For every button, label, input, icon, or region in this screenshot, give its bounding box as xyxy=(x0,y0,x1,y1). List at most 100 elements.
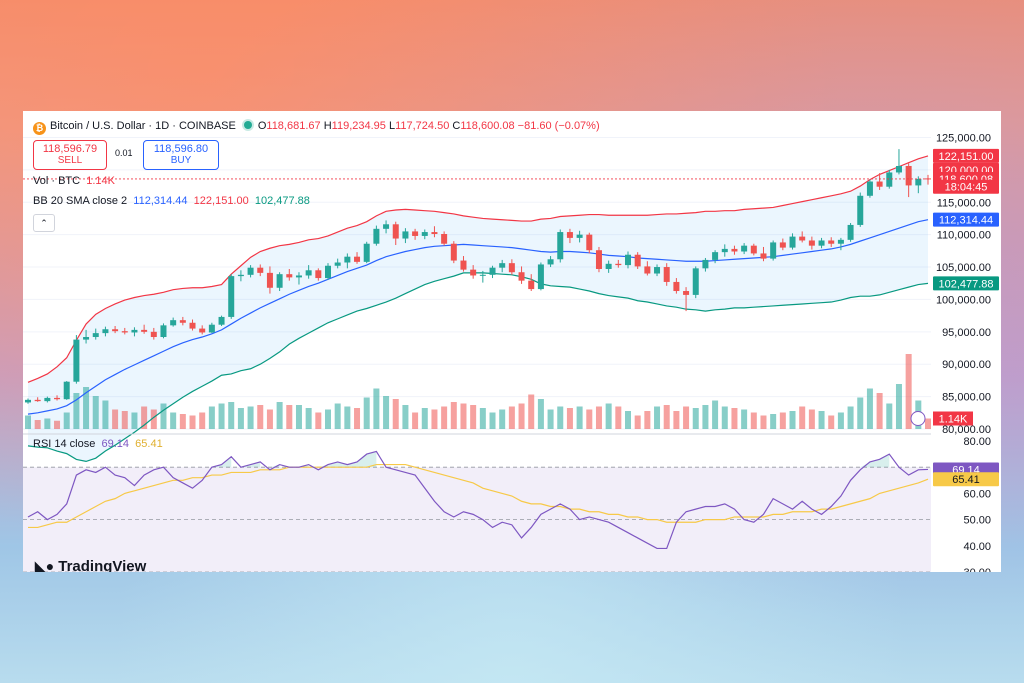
candle-body xyxy=(354,256,361,262)
candle-body xyxy=(702,259,709,269)
trading-chart[interactable]: 125,000.00120,000.00115,000.00110,000.00… xyxy=(23,111,1001,572)
candle-body xyxy=(170,320,177,326)
candle-body xyxy=(295,275,302,278)
candle-body xyxy=(276,274,283,288)
candle-body xyxy=(876,181,883,187)
candle-body xyxy=(837,239,844,244)
candle-body xyxy=(692,268,699,295)
candle-body xyxy=(373,228,380,244)
symbol-title[interactable]: Bitcoin / U.S. Dollar · 1D · COINBASE xyxy=(50,120,236,132)
candle-body xyxy=(712,252,719,260)
volume-bar xyxy=(325,409,331,429)
price-tick-label: 80,000.00 xyxy=(942,424,991,436)
change-value: −81.60 (−0.07%) xyxy=(517,120,600,132)
rsi-tick-label: 50.00 xyxy=(963,515,991,527)
volume-bar xyxy=(315,412,322,429)
price-tick-label: 115,000.00 xyxy=(937,197,991,209)
volume-bar xyxy=(886,403,893,429)
volume-bar xyxy=(470,405,477,429)
price-tick-label: 85,000.00 xyxy=(942,392,991,404)
rsi-tick-label: 40.00 xyxy=(963,541,991,553)
price-tick-label: 125,000.00 xyxy=(936,132,991,144)
volume-bar xyxy=(54,420,61,429)
bb-upper-tag-bg xyxy=(933,148,999,163)
candle-body xyxy=(392,224,399,239)
open-label: O xyxy=(257,120,267,132)
sell-button[interactable]: 118,596.79 SELL xyxy=(33,140,107,170)
candle-body xyxy=(683,291,690,295)
candle-body xyxy=(634,254,641,267)
candle-body xyxy=(595,250,602,269)
volume-bar xyxy=(905,354,912,429)
volume-bar xyxy=(828,415,835,429)
chevron-up-icon[interactable]: ⌃ xyxy=(33,214,55,232)
candle-body xyxy=(199,328,206,333)
buy-button[interactable]: 118,596.80 BUY xyxy=(143,140,219,170)
rsi-overbought-fill xyxy=(337,461,348,468)
candle-body xyxy=(73,339,80,382)
volume-bar xyxy=(750,412,757,429)
volume-bar xyxy=(305,408,312,429)
volume-bar xyxy=(237,408,244,429)
close-value: 118,600.08 xyxy=(460,120,515,132)
candle-body xyxy=(760,253,767,259)
volume-bar xyxy=(83,387,90,429)
volume-bar xyxy=(595,406,602,429)
rsi-ma-tag: 65.41 xyxy=(952,474,980,486)
candle-body xyxy=(92,333,99,338)
price-tick-label: 105,000.00 xyxy=(936,262,991,274)
candle-body xyxy=(257,267,264,273)
volume-bar xyxy=(460,403,467,429)
volume-bar xyxy=(392,399,399,429)
rsi-value: 69.14 xyxy=(101,438,130,450)
candle-body xyxy=(344,256,351,263)
sell-label: SELL xyxy=(57,155,83,166)
chart-panel[interactable]: 125,000.00120,000.00115,000.00110,000.00… xyxy=(23,111,1001,572)
volume-bar xyxy=(170,412,177,429)
candle-body xyxy=(654,267,661,274)
volume-bar xyxy=(218,403,225,429)
candle-body xyxy=(266,272,273,288)
rsi-tick-label: 80.00 xyxy=(963,436,991,448)
candle-body xyxy=(915,178,922,186)
bb-legend[interactable]: BB 20 SMA close 2 112,314.44 122,151.00 … xyxy=(33,195,310,207)
volume-bar xyxy=(257,405,264,429)
volume-bar xyxy=(373,388,380,429)
volume-legend[interactable]: Vol · BTC 1.14K xyxy=(33,175,115,187)
bb-basis-tag-bg xyxy=(933,212,999,227)
volume-bar xyxy=(837,412,844,429)
volume-bar xyxy=(344,406,351,429)
candle-body xyxy=(605,263,612,269)
candle-body xyxy=(470,269,477,276)
volume-bar xyxy=(441,406,448,429)
bb-lower-tag-bg xyxy=(933,276,999,291)
candle-body xyxy=(489,267,496,275)
volume-bar xyxy=(644,411,651,429)
volume-bar xyxy=(102,400,109,429)
candle-body xyxy=(479,274,486,276)
volume-bar xyxy=(566,408,573,429)
volume-bar xyxy=(189,415,196,429)
candle-body xyxy=(247,267,254,275)
sell-price: 118,596.79 xyxy=(42,143,98,155)
candle-body xyxy=(499,263,506,268)
volume-bar xyxy=(712,400,719,429)
bb-basis-line xyxy=(27,219,929,415)
candle-body xyxy=(808,240,815,246)
price-tick-label: 90,000.00 xyxy=(942,359,991,371)
candle-body xyxy=(721,248,728,253)
rsi-overbought-fill xyxy=(347,461,358,468)
rsi-legend[interactable]: RSI 14 close 69.14 65.41 xyxy=(33,438,163,450)
price-tick-label: 100,000.00 xyxy=(936,294,991,306)
price-tick-label: 95,000.00 xyxy=(942,327,991,339)
candle-body xyxy=(518,272,525,281)
candle-body xyxy=(576,234,583,238)
volume-bar xyxy=(363,397,370,429)
volume-bar xyxy=(208,406,215,429)
volume-bar xyxy=(499,409,506,429)
low-label: L xyxy=(388,120,396,132)
volume-value: 1.14K xyxy=(86,175,115,187)
tradingview-logo[interactable]: ◣● TradingView xyxy=(35,558,146,572)
rsi-overbought-fill xyxy=(879,454,890,468)
volume-bar xyxy=(334,403,341,429)
